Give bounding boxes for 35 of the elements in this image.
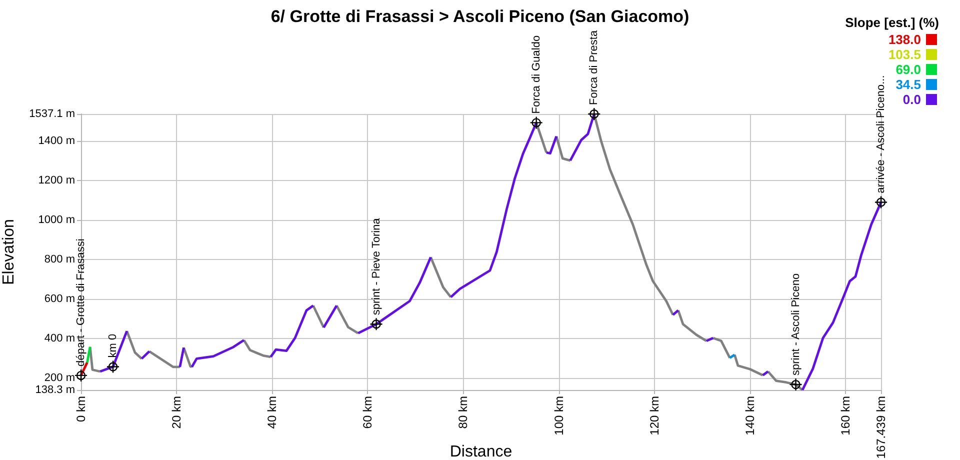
x-tick-label: 160 km: [838, 396, 852, 436]
x-tick-label: 20 km: [170, 396, 184, 429]
x-tick-label: 0 km: [74, 396, 88, 422]
y-axis-title: Elevation: [0, 219, 18, 285]
y-tick-label: 600 m: [44, 292, 75, 305]
annotation: Forca di Presta: [588, 30, 600, 105]
x-tick-label: 140 km: [742, 396, 757, 436]
annotation: sprint - Pieve Torina: [370, 217, 382, 316]
annotation: départ - Grotte di Frasassi: [75, 238, 87, 366]
legend-label: 34.5: [896, 77, 921, 92]
y-tick-label: 1000 m: [38, 214, 75, 226]
legend-title: Slope [est.] (%): [845, 15, 940, 30]
x-tick-label: 60 km: [360, 396, 375, 429]
x-tick-label: 120 km: [647, 396, 662, 436]
x-axis-title: Distance: [450, 444, 512, 460]
y-tick-label: 200 m: [44, 372, 75, 384]
legend-label: 0.0: [902, 92, 921, 107]
legend-label: 103.5: [888, 47, 921, 62]
x-tick-label: 100 km: [552, 396, 566, 436]
y-tick-label: 1200 m: [38, 174, 75, 187]
x-tick-label: 40 km: [265, 396, 280, 429]
legend-label: 69.0: [896, 62, 921, 77]
annotation: sprint - Ascoli Piceno: [790, 273, 802, 376]
annotation: arrivée - Ascoli Piceno...: [875, 75, 887, 194]
legend-label: 138.0: [888, 32, 921, 47]
x-tick-label: 167.439 km: [874, 396, 888, 459]
y-tick-label: 400 m: [44, 332, 75, 344]
y-tick-label: 1537.1 m: [29, 108, 75, 120]
x-tick-label: 80 km: [456, 396, 470, 429]
annotation: Forca di Gualdo: [530, 35, 542, 114]
y-tick-label: 138.3 m: [35, 384, 75, 396]
annotation: km 0: [107, 334, 120, 358]
y-tick-label: 800 m: [44, 253, 75, 266]
y-tick-label: 1400 m: [38, 135, 75, 148]
chart-title: 6/ Grotte di Frasassi > Ascoli Piceno (San Giacomo): [270, 7, 690, 26]
